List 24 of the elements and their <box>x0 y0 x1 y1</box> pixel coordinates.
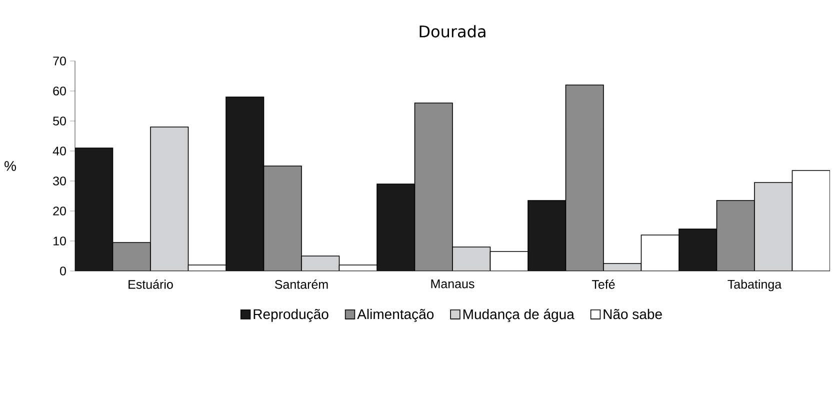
y-tick-label: 40 <box>52 146 66 156</box>
legend-label: Mudança de água <box>463 308 574 322</box>
legend-label: Não sabe <box>604 308 662 320</box>
bar <box>414 102 453 271</box>
y-tick-label: 70 <box>53 56 66 66</box>
chart-title: Dourada <box>420 25 486 38</box>
x-tick-label: Tefé <box>592 280 615 289</box>
bar <box>112 242 151 271</box>
y-tick-label: 50 <box>53 116 66 126</box>
y-tick-label: 20 <box>53 206 66 216</box>
x-tick-label: Estuário <box>128 280 173 289</box>
y-tick-label: 30 <box>53 176 66 186</box>
y-tick-label: 10 <box>54 236 66 246</box>
legend-label: Alimentação <box>357 308 434 322</box>
x-tick-label: Manaus <box>431 280 474 288</box>
x-tick-label: Santarém <box>274 280 328 289</box>
bar <box>716 200 755 271</box>
legend-label: Reprodução <box>254 308 328 322</box>
bar <box>565 84 604 271</box>
bar <box>263 166 302 271</box>
x-tick-label: Tabatinga <box>728 280 782 292</box>
y-axis-title: % <box>4 161 16 171</box>
y-tick-label: 0 <box>60 266 66 276</box>
y-tick-label: 60 <box>53 86 66 96</box>
